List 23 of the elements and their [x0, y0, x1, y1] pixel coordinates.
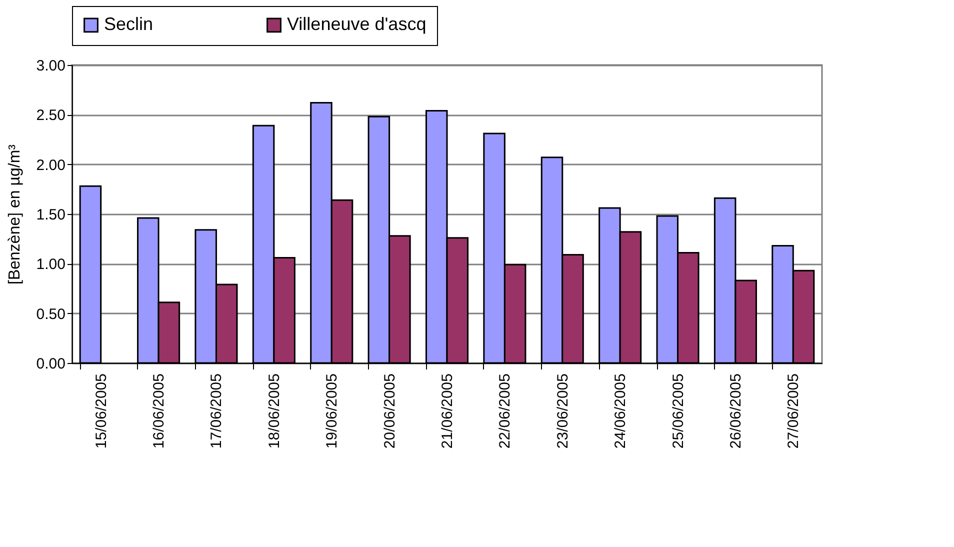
legend-label: Villeneuve d'ascq: [287, 14, 426, 34]
y-tick-label: 2.50: [36, 107, 66, 124]
y-tick-label: 0.50: [36, 306, 66, 323]
x-tick-label: 22/06/2005: [496, 374, 514, 449]
x-tick-label: 21/06/2005: [439, 374, 456, 449]
y-tick-label: 1.50: [36, 206, 66, 224]
legend-label: Seclin: [104, 14, 154, 34]
x-tick-label: 26/06/2005: [727, 374, 744, 449]
x-tick-label: 25/06/2005: [670, 374, 687, 449]
y-axis-title: [Benzène] en µg/m³: [6, 144, 24, 284]
x-tick-label: 27/06/2005: [785, 374, 802, 449]
x-tick-label: 17/06/2005: [208, 374, 226, 449]
x-tick-label: 20/06/2005: [381, 374, 398, 449]
x-tick-label: 24/06/2005: [612, 374, 630, 449]
y-tick-label: 1.00: [36, 256, 66, 274]
x-tick-label: 23/06/2005: [554, 374, 572, 449]
x-tick-label: 16/06/2005: [150, 374, 168, 449]
x-tick-label: 15/06/2005: [92, 374, 110, 449]
x-tick-label: 18/06/2005: [266, 374, 283, 449]
y-tick-label: 0.00: [36, 356, 66, 372]
y-tick-label: 3.00: [36, 58, 66, 74]
y-tick-label: 2.00: [36, 156, 66, 174]
x-tick-label: 19/06/2005: [324, 374, 341, 449]
